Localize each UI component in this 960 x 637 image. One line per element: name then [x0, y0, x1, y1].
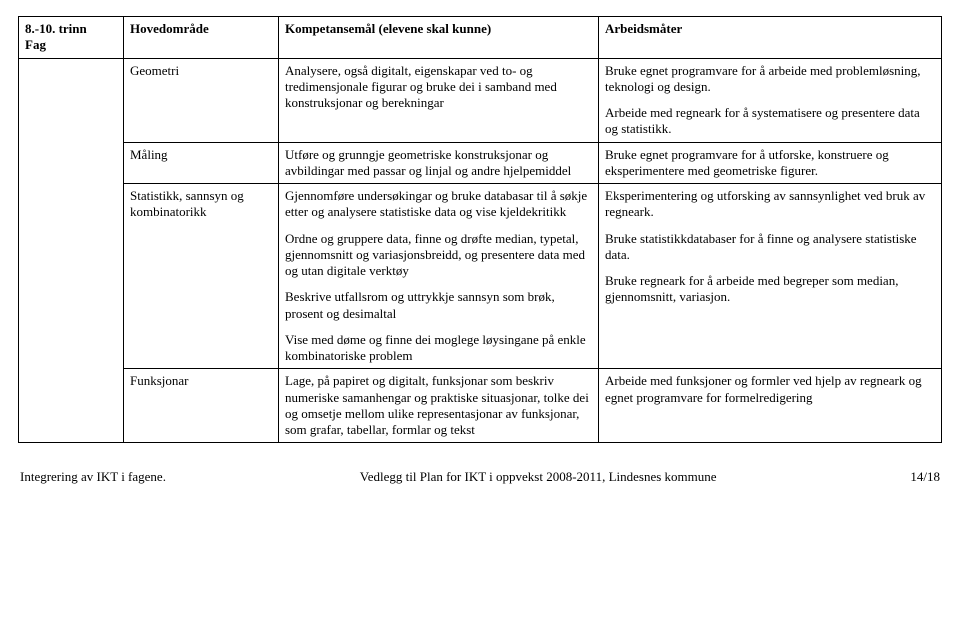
arb-para: Bruke regneark for å arbeide med begrepe… [605, 273, 935, 306]
cell-arb: Eksperimentering og utforsking av sannsy… [599, 184, 942, 369]
header-hoved: Hovedområde [124, 17, 279, 59]
footer-right: 14/18 [910, 469, 940, 485]
cell-hoved: Funksjonar [124, 369, 279, 443]
cell-arb: Bruke egnet programvare for å utforske, … [599, 142, 942, 184]
cell-fag [19, 58, 124, 443]
cell-arb: Bruke egnet programvare for å arbeide me… [599, 58, 942, 142]
cell-komp: Utføre og grunngje geometriske konstruks… [279, 142, 599, 184]
arb-para: Bruke egnet programvare for å utforske, … [605, 147, 935, 180]
cell-hoved: Geometri [124, 58, 279, 142]
footer-left: Integrering av IKT i fagene. [20, 469, 166, 485]
arb-para: Bruke statistikkdatabaser for å finne og… [605, 231, 935, 264]
komp-para: Ordne og gruppere data, finne og drøfte … [285, 231, 592, 280]
cell-arb: Arbeide med funksjoner og formler ved hj… [599, 369, 942, 443]
arb-para: Arbeide med funksjoner og formler ved hj… [605, 373, 935, 406]
header-arb: Arbeidsmåter [599, 17, 942, 59]
komp-para: Utføre og grunngje geometriske konstruks… [285, 147, 592, 180]
header-fag: 8.-10. trinn Fag [19, 17, 124, 59]
arb-para: Bruke egnet programvare for å arbeide me… [605, 63, 935, 96]
cell-komp: Gjennomføre undersøkingar og bruke datab… [279, 184, 599, 369]
table-row: Geometri Analysere, også digitalt, eigen… [19, 58, 942, 142]
table-row: Måling Utføre og grunngje geometriske ko… [19, 142, 942, 184]
cell-hoved: Statistikk, sannsyn og kombinatorikk [124, 184, 279, 369]
footer-center: Vedlegg til Plan for IKT i oppvekst 2008… [360, 469, 717, 485]
komp-para: Vise med døme og finne dei moglege løysi… [285, 332, 592, 365]
komp-para: Gjennomføre undersøkingar og bruke datab… [285, 188, 592, 221]
arb-para: Arbeide med regneark for å systematisere… [605, 105, 935, 138]
header-komp: Kompetansemål (elevene skal kunne) [279, 17, 599, 59]
table-header-row: 8.-10. trinn Fag Hovedområde Kompetansem… [19, 17, 942, 59]
page-footer: Integrering av IKT i fagene. Vedlegg til… [18, 469, 942, 485]
cell-komp: Lage, på papiret og digitalt, funksjonar… [279, 369, 599, 443]
komp-para: Lage, på papiret og digitalt, funksjonar… [285, 373, 592, 438]
table-row: Statistikk, sannsyn og kombinatorikk Gje… [19, 184, 942, 369]
table-row: Funksjonar Lage, på papiret og digitalt,… [19, 369, 942, 443]
curriculum-table: 8.-10. trinn Fag Hovedområde Kompetansem… [18, 16, 942, 443]
komp-para: Beskrive utfallsrom og uttrykkje sannsyn… [285, 289, 592, 322]
arb-para: Eksperimentering og utforsking av sannsy… [605, 188, 935, 221]
cell-hoved: Måling [124, 142, 279, 184]
cell-komp: Analysere, også digitalt, eigenskapar ve… [279, 58, 599, 142]
komp-para: Analysere, også digitalt, eigenskapar ve… [285, 63, 592, 112]
